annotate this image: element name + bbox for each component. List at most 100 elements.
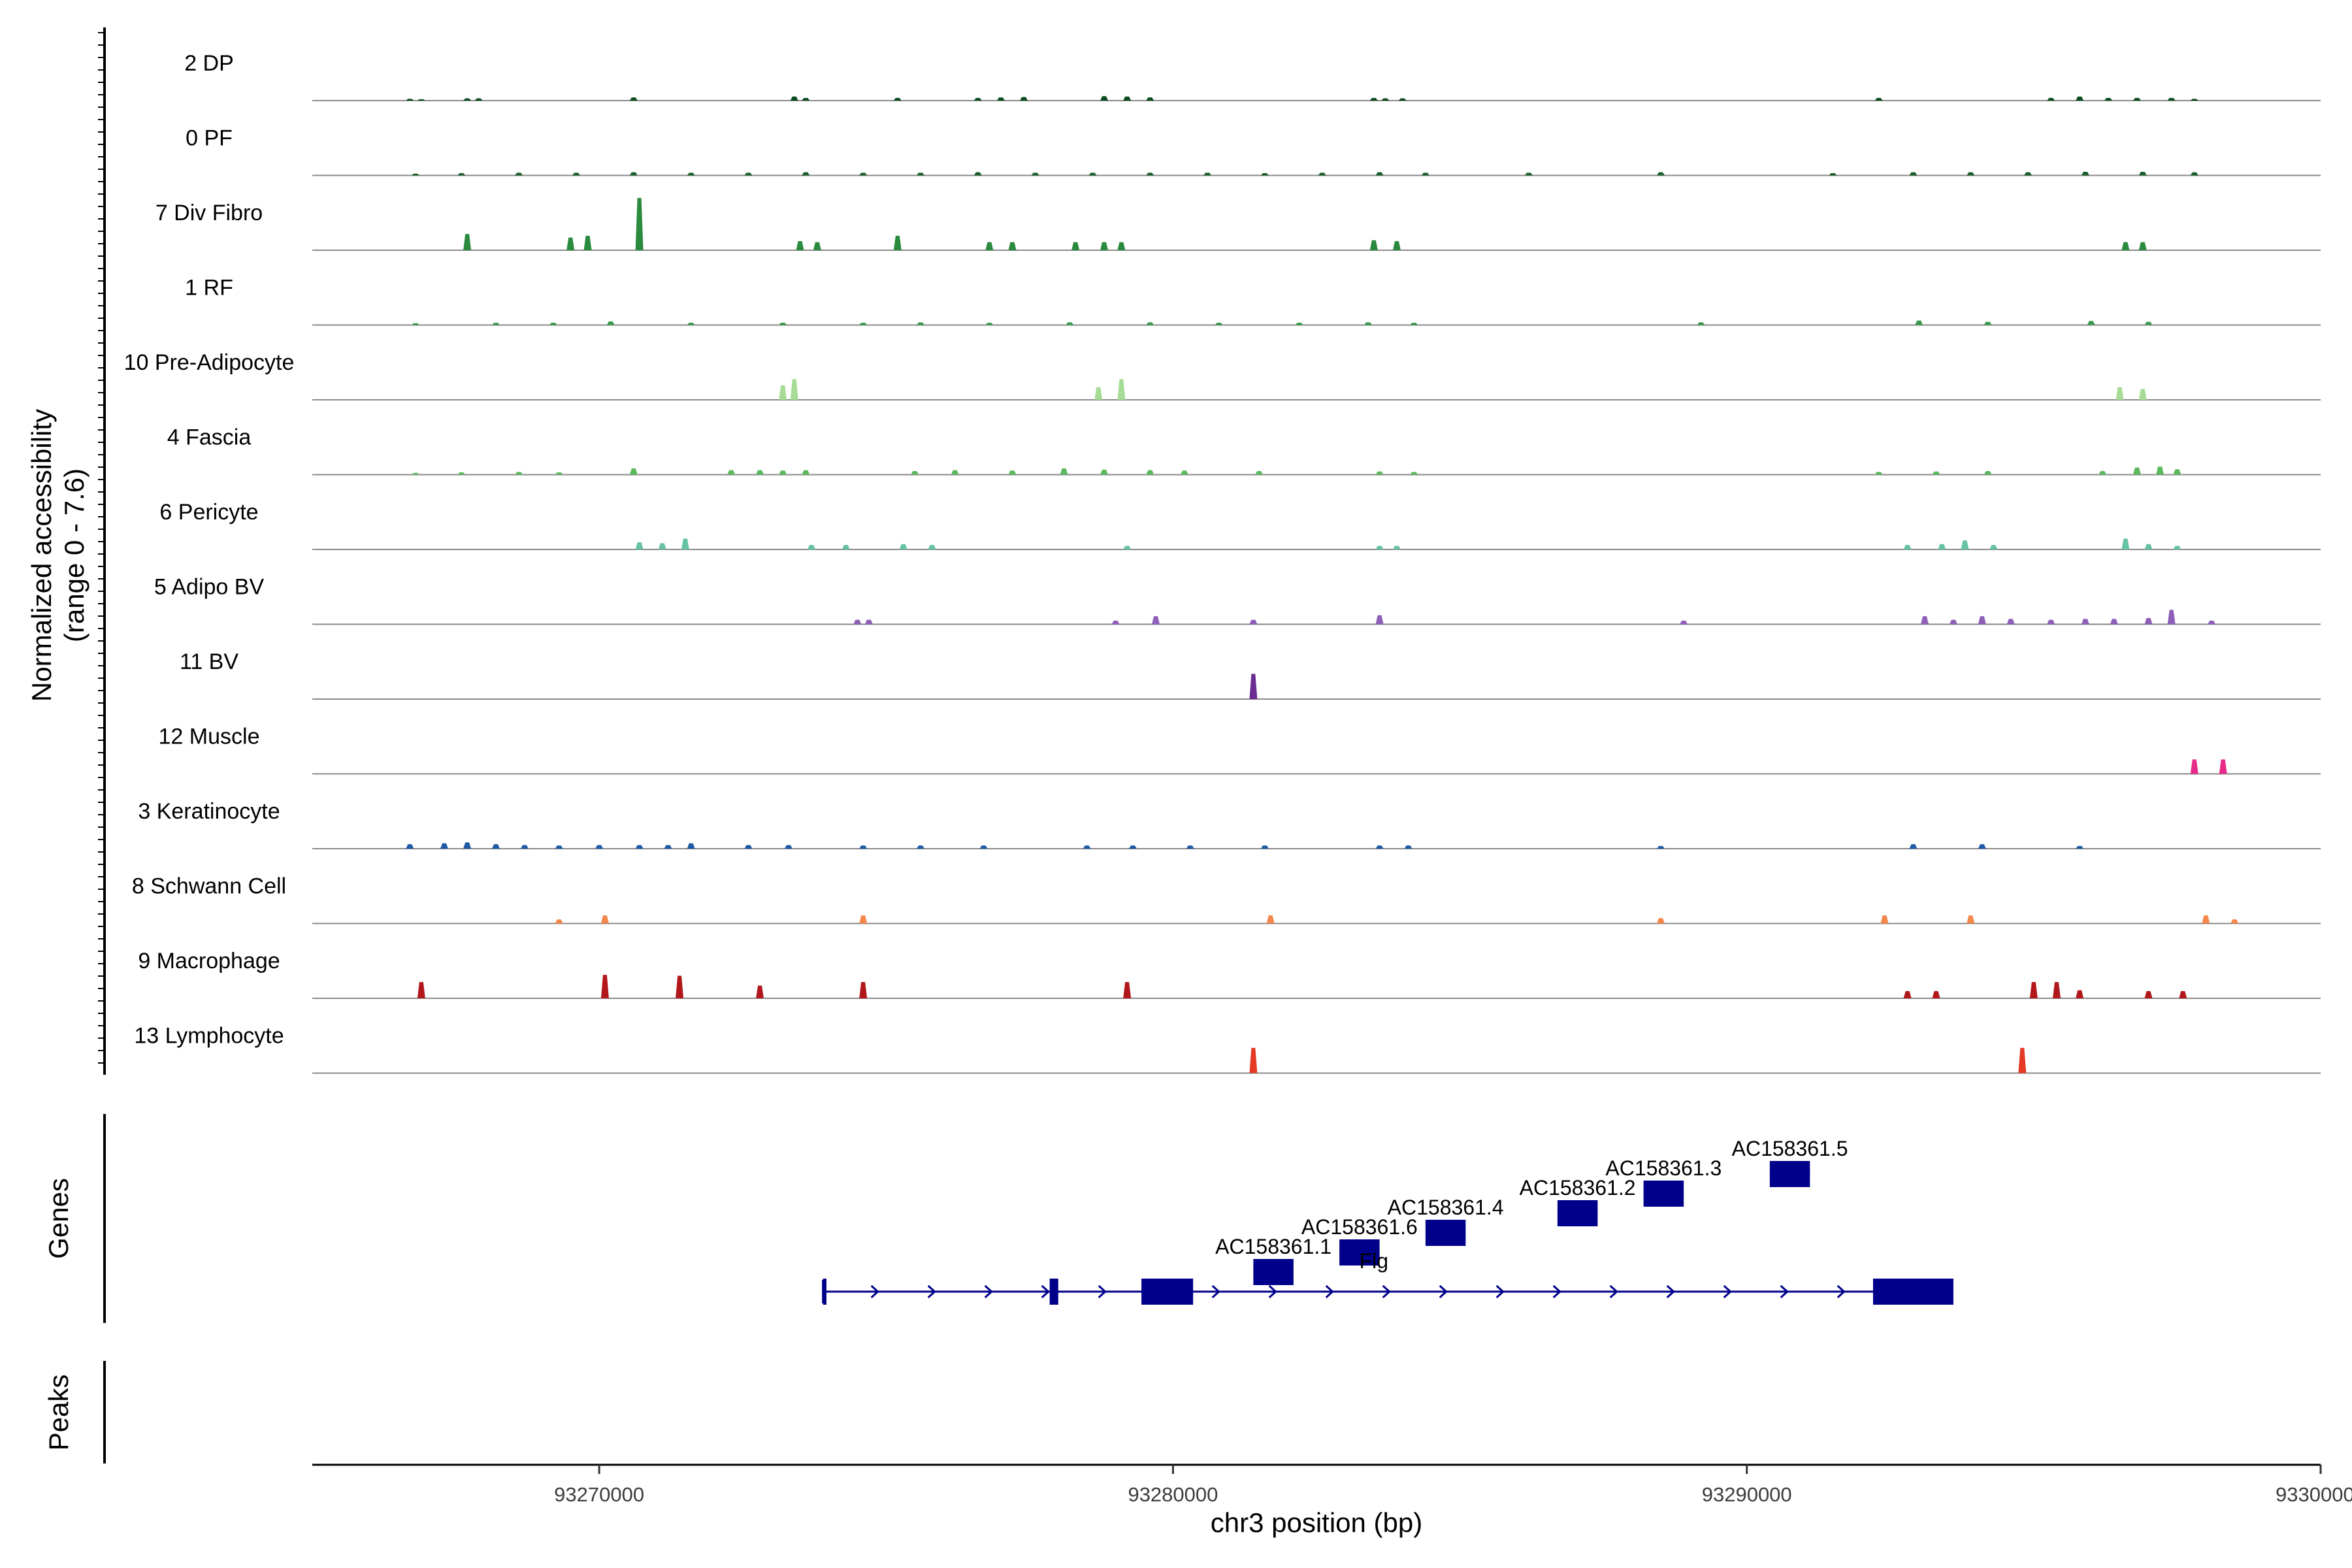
coverage-peak bbox=[1410, 323, 1418, 325]
coverage-peak bbox=[492, 323, 500, 325]
coverage-peak bbox=[853, 619, 862, 625]
strand-arrow bbox=[1552, 1284, 1561, 1299]
coverage-peak bbox=[1829, 173, 1837, 176]
coverage-peak bbox=[813, 242, 821, 250]
coverage-peak bbox=[973, 97, 982, 101]
coverage-peak bbox=[595, 845, 604, 849]
coverage-peak bbox=[457, 173, 466, 176]
coverage-peak bbox=[979, 845, 988, 849]
track-label: 13 Lymphocyte bbox=[134, 1024, 284, 1049]
coverage-peak bbox=[606, 321, 615, 325]
coverage-peak bbox=[1903, 990, 1912, 998]
coverage-peak bbox=[1978, 616, 1986, 625]
coverage-peak bbox=[1880, 915, 1889, 924]
genes-panel-label: Genes bbox=[43, 1178, 74, 1259]
coverage-peak bbox=[600, 975, 609, 998]
coverage-peak bbox=[2006, 619, 2015, 625]
track-label: 5 Adipo BV bbox=[154, 575, 265, 600]
coverage-peak bbox=[756, 470, 764, 475]
coverage-peak bbox=[1381, 98, 1390, 101]
coverage-peak bbox=[1260, 173, 1269, 176]
coverage-peak bbox=[2104, 97, 2113, 101]
coverage-peak bbox=[1295, 323, 1303, 325]
coverage-peak bbox=[2087, 321, 2095, 325]
coverage-peak bbox=[1146, 172, 1154, 176]
coverage-peak bbox=[2138, 171, 2147, 176]
coverage-peak bbox=[802, 172, 810, 176]
gene-label: AC158361.5 bbox=[1732, 1137, 1848, 1160]
gene: AC158361.6 bbox=[1301, 1215, 1418, 1266]
track-label: 0 PF bbox=[186, 126, 233, 151]
gene-label: Flg bbox=[1360, 1249, 1388, 1273]
coverage-peak bbox=[790, 379, 798, 400]
track: 9 Macrophage bbox=[138, 949, 2321, 999]
coverage-peak bbox=[600, 915, 609, 924]
coverage-peak bbox=[2076, 96, 2084, 101]
coverage-peak bbox=[2173, 469, 2181, 475]
coverage-peak bbox=[2047, 97, 2055, 101]
track: 2 DP bbox=[184, 51, 2321, 101]
coverage-peak bbox=[520, 845, 529, 849]
coverage-peak bbox=[412, 173, 420, 176]
strand-arrow bbox=[1609, 1284, 1618, 1299]
gene: AC158361.2 bbox=[1520, 1176, 1636, 1226]
coverage-peak bbox=[2202, 915, 2210, 924]
coverage-peak bbox=[928, 545, 936, 549]
coverage-peak bbox=[1369, 97, 1378, 101]
coverage-peak bbox=[1364, 322, 1373, 325]
coverage-peak bbox=[583, 235, 592, 250]
coverage-peak bbox=[1375, 471, 1384, 475]
coverage-peak bbox=[406, 99, 414, 101]
gene: AC158361.1 bbox=[1215, 1235, 1331, 1285]
coverage-peak bbox=[1215, 323, 1223, 325]
coverage-peak bbox=[802, 97, 810, 101]
coverage-peak bbox=[635, 197, 644, 250]
track: 8 Schwann Cell bbox=[132, 874, 2321, 924]
coverage-peak bbox=[985, 323, 994, 325]
coverage-peak bbox=[440, 843, 449, 849]
coverage-peak bbox=[2208, 620, 2216, 625]
coverage-peak bbox=[2144, 617, 2153, 625]
coverage-peak bbox=[2121, 538, 2130, 549]
coverage-peak bbox=[2138, 242, 2147, 250]
gene-exon bbox=[1253, 1259, 1294, 1285]
coverage-peak bbox=[1874, 472, 1883, 475]
coverage-peak bbox=[2115, 387, 2124, 400]
coverage-peak bbox=[996, 97, 1005, 101]
coverage-peak bbox=[727, 470, 736, 475]
coverage-peak bbox=[1123, 546, 1132, 549]
coverage-peak bbox=[555, 845, 563, 849]
coverage-peak bbox=[1392, 241, 1401, 250]
coverage-peak bbox=[916, 172, 924, 176]
gene-exon bbox=[1769, 1161, 1810, 1187]
x-tick-label: 93270000 bbox=[554, 1483, 644, 1506]
coverage-peak bbox=[2024, 172, 2033, 176]
track-label: 10 Pre-Adipocyte bbox=[124, 350, 295, 375]
coverage-peak bbox=[555, 472, 563, 475]
coverage-peak bbox=[859, 172, 868, 176]
coverage-peak bbox=[566, 237, 575, 250]
gene-exon bbox=[1425, 1220, 1466, 1246]
coverage-peak bbox=[859, 982, 868, 998]
coverage-peak bbox=[1146, 470, 1154, 475]
coverage-peak bbox=[474, 98, 483, 101]
coverage-peak bbox=[1874, 97, 1883, 101]
track: 5 Adipo BV bbox=[154, 575, 2321, 625]
coverage-peak bbox=[1128, 845, 1137, 849]
track-label: 2 DP bbox=[184, 51, 234, 76]
coverage-peak bbox=[744, 172, 753, 176]
coverage-peak bbox=[1146, 322, 1154, 325]
gene-label: AC158361.2 bbox=[1520, 1176, 1636, 1200]
coverage-peak bbox=[756, 985, 764, 998]
coverage-peak bbox=[2156, 466, 2164, 475]
coverage-peak bbox=[744, 845, 753, 849]
coverage-peak bbox=[2167, 610, 2176, 625]
strand-arrow bbox=[1723, 1284, 1732, 1299]
coverage-peak bbox=[2190, 172, 2198, 176]
coverage-peak bbox=[790, 96, 798, 101]
coverage-peak bbox=[417, 982, 425, 998]
coverage-peak bbox=[1938, 544, 1946, 549]
track-label: 11 BV bbox=[180, 649, 238, 674]
coverage-peak bbox=[629, 468, 638, 475]
track: 6 Pericyte bbox=[159, 500, 2321, 550]
